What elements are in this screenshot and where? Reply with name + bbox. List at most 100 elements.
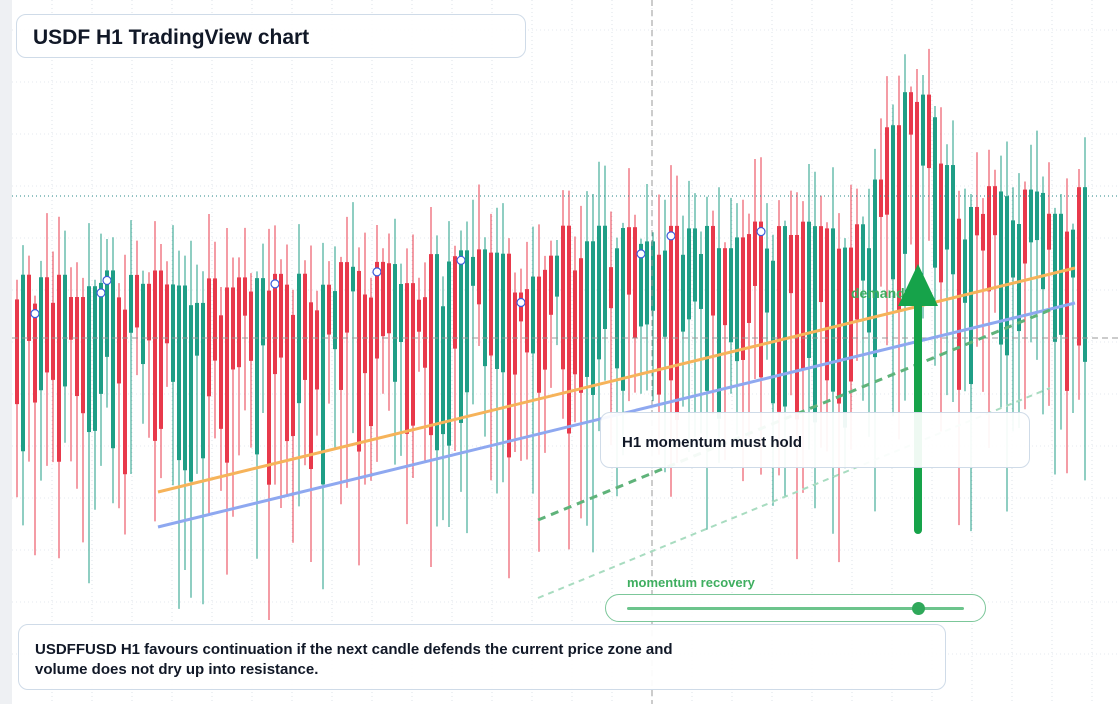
candle [1071, 229, 1075, 278]
candle [255, 278, 259, 455]
candle [957, 218, 961, 390]
marker [636, 249, 646, 259]
candle [459, 250, 463, 423]
candle [27, 274, 31, 341]
candle [45, 277, 49, 373]
candle [429, 254, 433, 436]
candle [435, 254, 439, 451]
candle [477, 249, 481, 305]
candle [363, 294, 367, 374]
candle [303, 273, 307, 380]
candle [129, 274, 133, 333]
candle [33, 303, 37, 403]
candle [387, 263, 391, 334]
candle [945, 165, 949, 250]
candle [807, 221, 811, 358]
candle [21, 274, 25, 452]
candle [69, 297, 73, 340]
candle [483, 249, 487, 367]
candle [897, 125, 901, 311]
candle [1083, 187, 1087, 362]
marker [666, 231, 676, 241]
candle [1029, 189, 1033, 243]
candle [885, 127, 889, 215]
candle [123, 309, 127, 475]
candle [597, 225, 601, 360]
candle [657, 254, 661, 395]
candle [633, 227, 637, 339]
candle [777, 226, 781, 412]
callout-box: H1 momentum must hold [600, 412, 1030, 468]
slider-knob[interactable] [912, 602, 925, 615]
candle [51, 302, 55, 380]
candle [729, 248, 733, 343]
marker [456, 255, 466, 265]
callout-text: H1 momentum must hold [622, 434, 803, 451]
projection [537, 387, 1051, 599]
candle [135, 274, 139, 328]
candle [567, 225, 571, 434]
candle [345, 262, 349, 333]
candle [699, 253, 703, 309]
candle [1077, 187, 1081, 346]
candle [795, 234, 799, 420]
candle [819, 226, 823, 303]
candle [903, 92, 907, 254]
candle [645, 241, 649, 325]
candle [639, 243, 643, 327]
candle [687, 228, 691, 320]
candle [555, 255, 559, 297]
candle [627, 227, 631, 295]
candle [801, 221, 805, 370]
marker [270, 279, 280, 289]
candle [15, 299, 19, 405]
candle [315, 310, 319, 390]
marker [756, 226, 766, 237]
candle [651, 241, 655, 311]
candle [963, 239, 967, 303]
candle [87, 286, 91, 433]
candle [321, 284, 325, 485]
candle [39, 277, 43, 391]
candle [615, 248, 619, 369]
title: USDF H1 TradingView chart [33, 26, 310, 49]
candle [243, 277, 247, 316]
marker [372, 267, 382, 277]
candle [867, 248, 871, 333]
candle [159, 270, 163, 429]
candle [603, 225, 607, 330]
candle [909, 92, 913, 135]
slider[interactable] [605, 594, 986, 622]
candle [813, 226, 817, 423]
candle [591, 241, 595, 395]
candle [1005, 196, 1009, 356]
marker [30, 309, 40, 319]
note-line: volume does not dry up into resistance. [35, 661, 319, 678]
candle [99, 282, 103, 394]
candle [993, 186, 997, 236]
candle [549, 255, 553, 315]
candle [237, 277, 241, 368]
candle [219, 315, 223, 429]
candle [285, 284, 289, 442]
candle [765, 248, 769, 313]
candle [681, 254, 685, 332]
title-box: USDF H1 TradingView chart [16, 14, 526, 58]
candle [915, 101, 919, 277]
candle [291, 314, 295, 436]
candle [465, 250, 469, 393]
candle [399, 283, 403, 343]
candle [495, 252, 499, 369]
candle [489, 252, 493, 356]
candle [1047, 213, 1051, 250]
candle [381, 261, 385, 337]
candle [747, 234, 751, 323]
candle [771, 260, 775, 404]
candle [711, 225, 715, 316]
candle [183, 285, 187, 471]
candle [789, 234, 793, 294]
candle [147, 283, 151, 341]
candle [351, 266, 355, 292]
candle [1023, 189, 1027, 264]
